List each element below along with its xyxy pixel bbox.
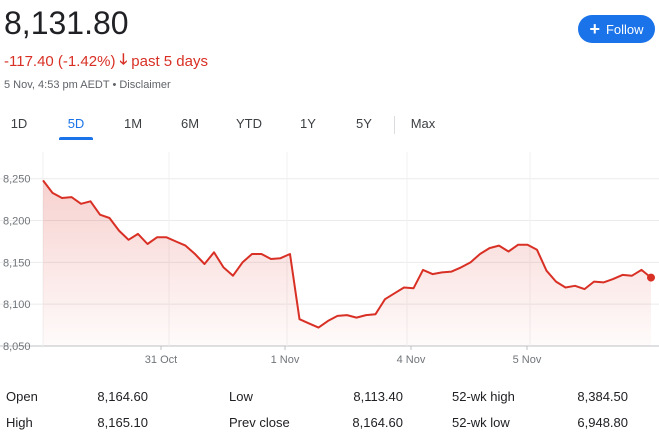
quote-meta: 5 Nov, 4:53 pm AEDT • Disclaimer xyxy=(4,79,171,91)
price-line xyxy=(42,179,652,329)
meta-separator: • xyxy=(112,79,117,91)
y-tick-label: 8,050 xyxy=(3,341,31,353)
price-change-value: -117.40 (-1.42%) xyxy=(4,53,116,70)
tab-5y[interactable]: 5Y xyxy=(356,116,372,131)
stat-value-prev-close: 8,164.60 xyxy=(352,415,403,430)
active-tab-indicator xyxy=(59,137,93,140)
tab-separator xyxy=(394,116,395,134)
y-tick-label: 8,100 xyxy=(3,299,31,311)
tab-6m[interactable]: 6M xyxy=(180,116,200,131)
tab-ytd[interactable]: YTD xyxy=(236,116,262,131)
last-price-dot xyxy=(647,273,655,282)
x-tick-label: 5 Nov xyxy=(513,354,542,366)
stat-value-low: 8,113.40 xyxy=(353,389,403,404)
quote-timestamp: 5 Nov, 4:53 pm AEDT xyxy=(4,79,110,91)
price-area-fill xyxy=(43,180,651,346)
tab-5d[interactable]: 5D xyxy=(59,112,93,140)
range-tabs: 1D 5D 1M 6M YTD 1Y 5Y Max xyxy=(0,112,659,140)
stats-row: Open 8,164.60 Low 8,113.40 52-wk high 8,… xyxy=(0,389,659,409)
price-change-period: past 5 days xyxy=(131,53,208,70)
stat-label-52wk-high: 52-wk high xyxy=(452,389,515,404)
tab-1m[interactable]: 1M xyxy=(123,116,143,131)
stat-label-high: High xyxy=(6,415,33,430)
price-change: -117.40 (-1.42%) 🡓 past 5 days xyxy=(4,49,208,74)
y-tick-label: 8,150 xyxy=(3,257,31,269)
x-tick-label: 4 Nov xyxy=(397,354,426,366)
stat-value-52wk-low: 6,948.80 xyxy=(577,415,628,430)
disclaimer-link[interactable]: Disclaimer xyxy=(119,79,171,91)
y-tick-label: 8,250 xyxy=(3,174,31,186)
stat-value-52wk-high: 8,384.50 xyxy=(577,389,628,404)
x-tick-label: 1 Nov xyxy=(271,354,300,366)
follow-button[interactable]: + Follow xyxy=(578,15,655,43)
tab-1d[interactable]: 1D xyxy=(10,116,28,131)
follow-label: Follow xyxy=(605,21,644,37)
stat-value-open: 8,164.60 xyxy=(97,389,148,404)
current-price: 8,131.80 xyxy=(4,5,129,41)
price-chart[interactable]: 8,250 8,200 8,150 8,100 8,050 31 Oct 1 Nov 4 No… xyxy=(0,148,659,370)
stats-row: High 8,165.10 Prev close 8,164.60 52-wk … xyxy=(0,415,659,435)
x-tick-label: 31 Oct xyxy=(145,354,177,366)
stat-label-prev-close: Prev close xyxy=(229,415,290,430)
stat-value-high: 8,165.10 xyxy=(97,415,148,430)
stat-label-open: Open xyxy=(6,389,38,404)
plus-icon: + xyxy=(589,19,600,39)
y-tick-label: 8,200 xyxy=(3,216,31,228)
tab-1y[interactable]: 1Y xyxy=(300,116,316,131)
stat-label-low: Low xyxy=(229,389,253,404)
tab-max[interactable]: Max xyxy=(410,116,436,131)
stat-label-52wk-low: 52-wk low xyxy=(452,415,510,430)
arrow-down-icon: 🡓 xyxy=(119,51,128,68)
